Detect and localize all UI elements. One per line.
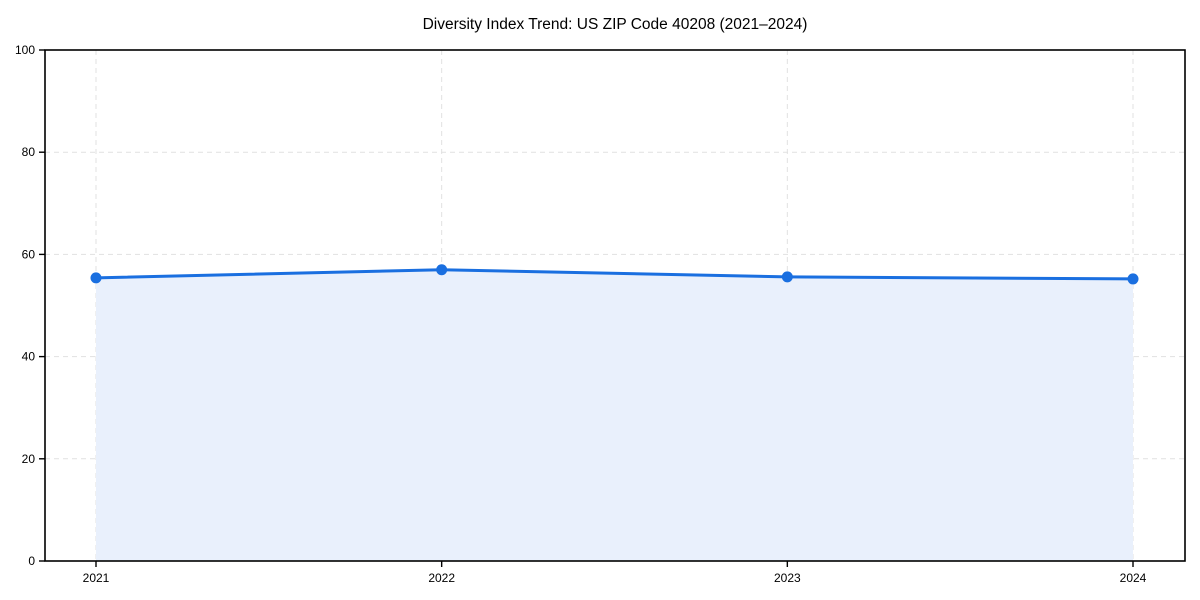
y-tick-label: 0 <box>28 554 35 568</box>
x-tick-label: 2023 <box>774 571 801 585</box>
y-tick-label: 20 <box>22 452 36 466</box>
area-fill <box>96 269 1133 561</box>
data-point <box>781 271 793 283</box>
data-point <box>1127 273 1139 285</box>
y-tick-label: 100 <box>15 43 35 57</box>
x-tick-label: 2024 <box>1120 571 1147 585</box>
y-tick-label: 80 <box>22 145 36 159</box>
y-tick-label: 40 <box>22 350 36 364</box>
trend-line <box>94 268 1135 281</box>
x-tick-label: 2022 <box>428 571 455 585</box>
plot-area: 2021 2022 2023 2024 0 20 40 60 80 100 <box>15 43 1186 585</box>
plot-border <box>44 49 1186 562</box>
chart-title: Diversity Index Trend: US ZIP Code 40208… <box>423 16 808 33</box>
y-tick-label: 60 <box>22 247 36 261</box>
data-point <box>436 264 448 276</box>
data-point <box>90 272 102 284</box>
x-tick-label: 2021 <box>83 571 110 585</box>
